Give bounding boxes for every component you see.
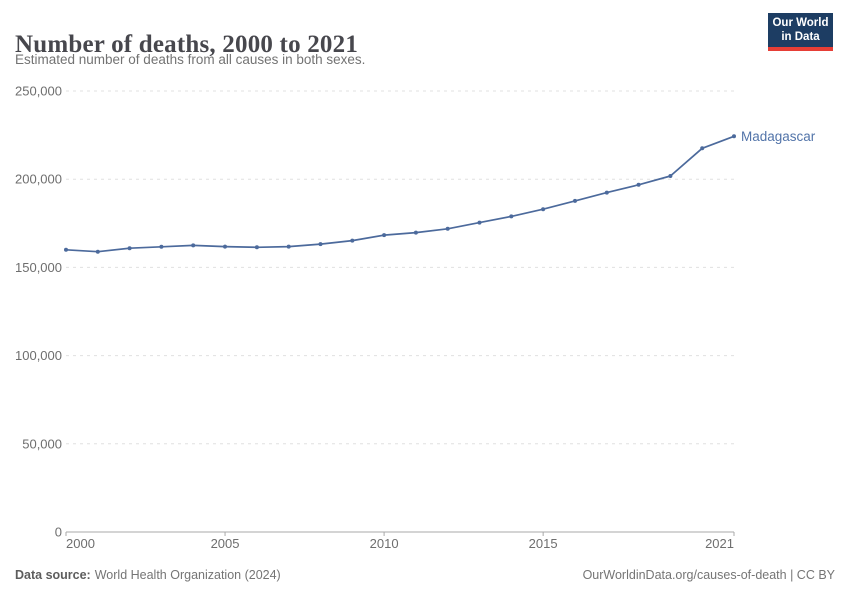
credit-link: OurWorldinData.org/causes-of-death | CC … xyxy=(582,568,835,582)
data-point-2019[interactable] xyxy=(668,174,673,178)
y-tick-label: 50,000 xyxy=(22,436,62,451)
page-title: Number of deaths, 2000 to 2021 xyxy=(15,30,359,58)
x-tick-label: 2021 xyxy=(705,536,734,551)
owid-logo: Our World in Data xyxy=(768,13,833,51)
data-point-2020[interactable] xyxy=(700,146,705,151)
entity-label-madagascar[interactable]: Madagascar xyxy=(741,129,816,144)
x-tick-label: 2015 xyxy=(529,536,558,551)
data-point-2021[interactable] xyxy=(732,134,736,139)
y-tick-label: 200,000 xyxy=(15,172,62,187)
data-point-2006[interactable] xyxy=(254,245,259,250)
trend-line-madagascar[interactable] xyxy=(65,135,735,253)
data-point-2009[interactable] xyxy=(350,238,355,243)
data-point-2001[interactable] xyxy=(95,249,100,254)
data-source-note: Data source: World Health Organization (2… xyxy=(15,568,281,582)
data-point-2016[interactable] xyxy=(573,198,577,203)
x-tick-label: 2000 xyxy=(66,536,95,551)
data-source-label: Data source: xyxy=(15,568,91,582)
owid-logo-line2: in Data xyxy=(781,31,820,43)
data-point-2017[interactable] xyxy=(604,190,609,195)
y-tick-label: 100,000 xyxy=(15,348,62,363)
data-point-2007[interactable] xyxy=(286,244,291,249)
data-point-2012[interactable] xyxy=(445,226,450,231)
owid-logo-line1: Our World xyxy=(772,17,829,29)
data-point-2018[interactable] xyxy=(636,182,641,187)
data-point-2000[interactable] xyxy=(64,247,68,252)
x-tick-label: 2010 xyxy=(370,536,399,551)
y-tick-label: 250,000 xyxy=(15,84,62,99)
data-source-value: World Health Organization (2024) xyxy=(94,568,281,582)
data-point-2003[interactable] xyxy=(159,244,164,249)
y-tick-label: 150,000 xyxy=(15,260,62,275)
data-point-2014[interactable] xyxy=(509,214,514,219)
data-point-2002[interactable] xyxy=(127,246,132,251)
data-point-2011[interactable] xyxy=(413,230,418,235)
data-point-2004[interactable] xyxy=(191,243,196,248)
x-tick-label: 2005 xyxy=(211,536,240,551)
data-point-2013[interactable] xyxy=(477,220,482,225)
chart-footer: Data source: World Health Organization (2… xyxy=(15,568,835,582)
data-point-2010[interactable] xyxy=(382,233,387,238)
data-point-2005[interactable] xyxy=(223,244,227,249)
y-tick-label: 0 xyxy=(55,525,62,540)
data-point-2008[interactable] xyxy=(318,242,323,247)
chart-subtitle: Estimated number of deaths from all caus… xyxy=(15,52,366,67)
data-point-2015[interactable] xyxy=(541,207,546,212)
